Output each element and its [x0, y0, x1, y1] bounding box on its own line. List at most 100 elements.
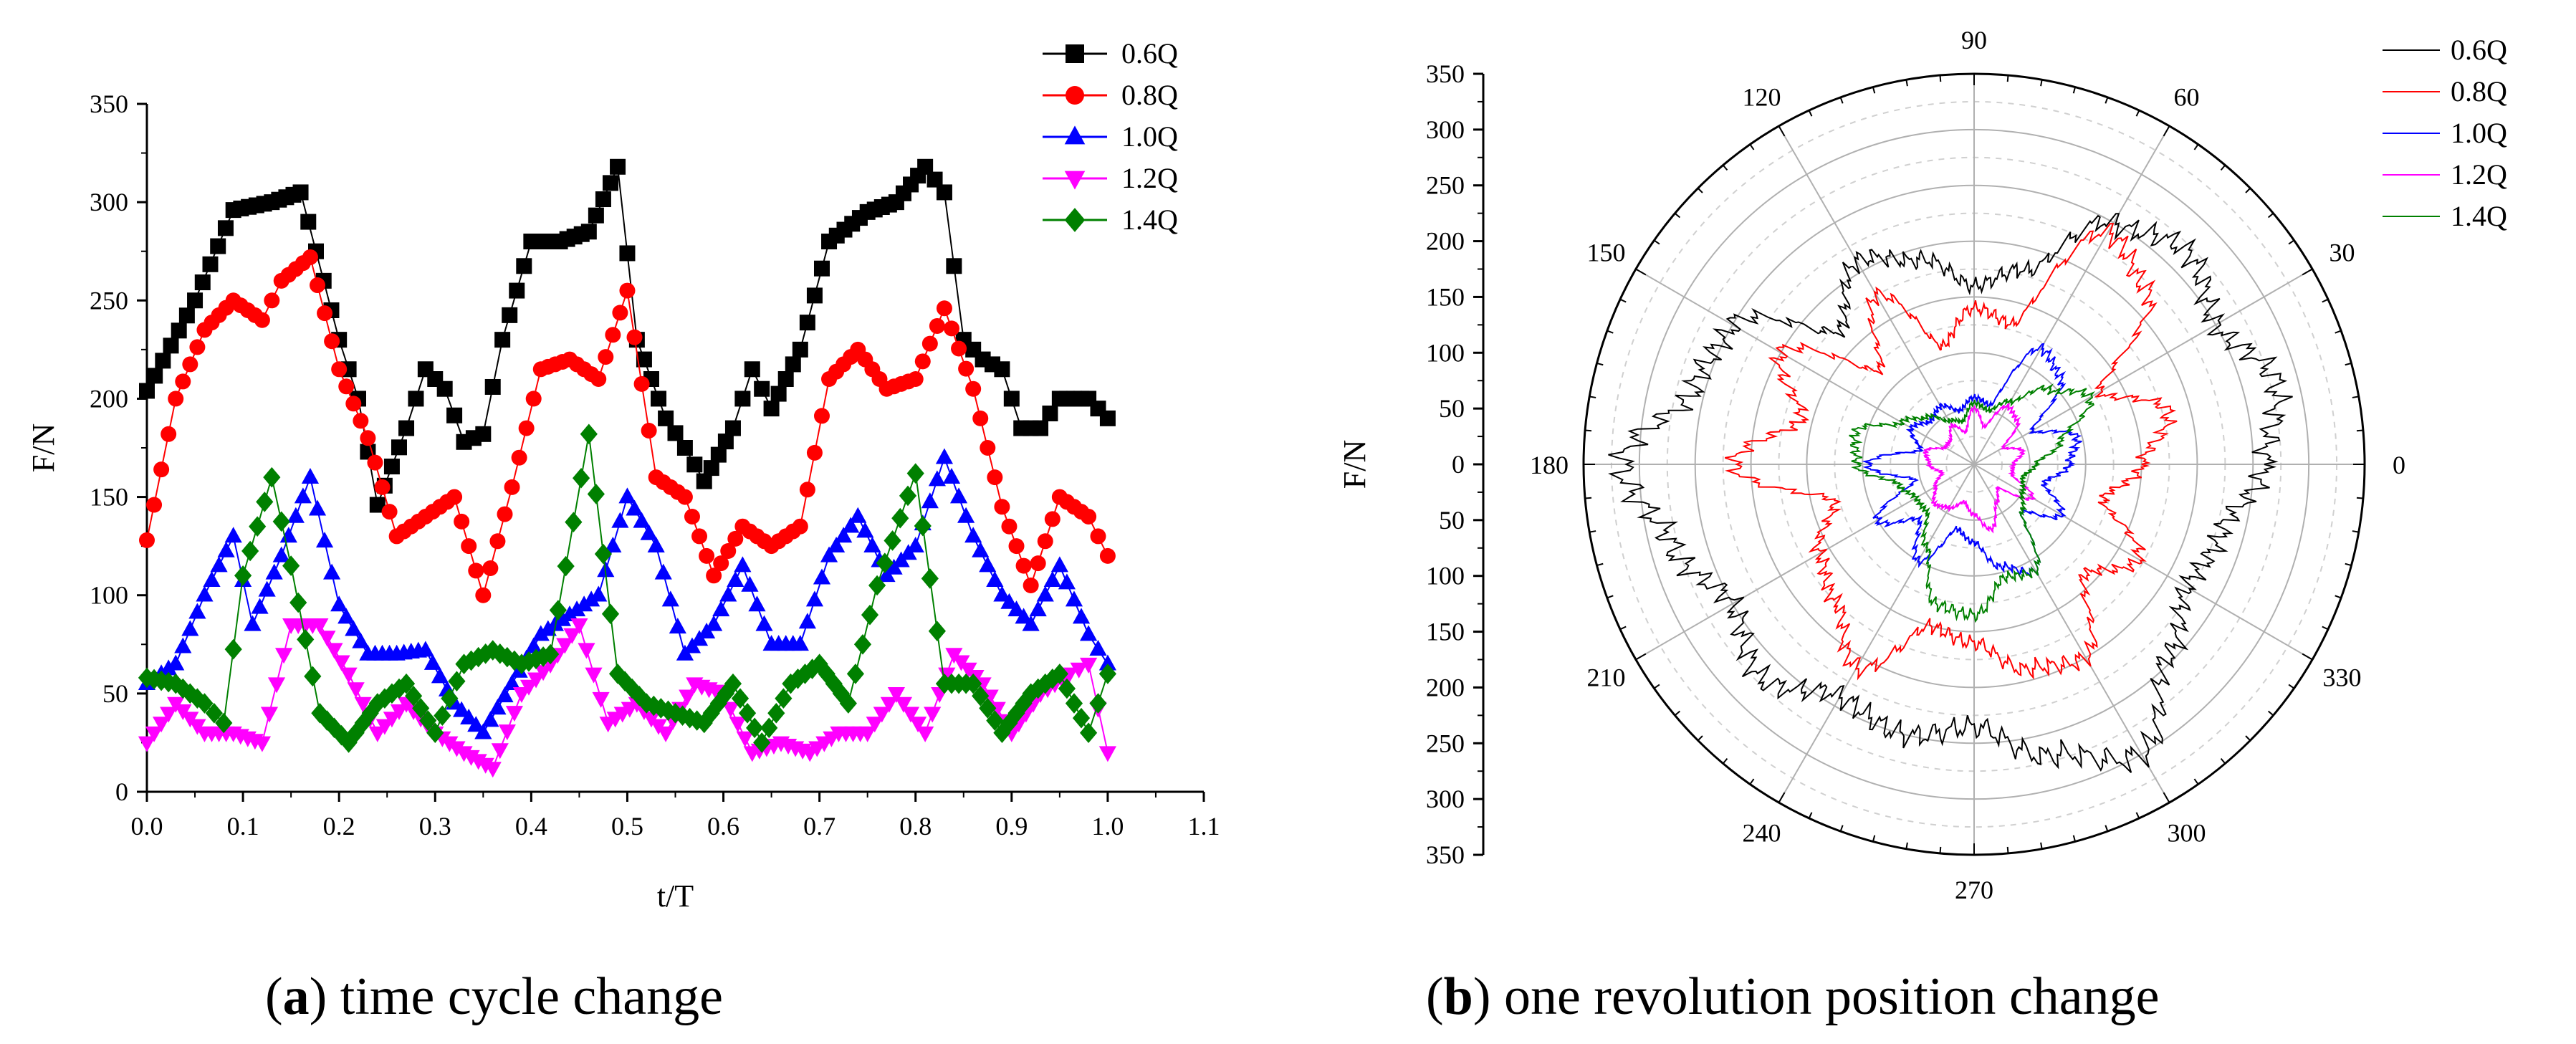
data-point [641, 423, 657, 439]
data-point [196, 585, 214, 602]
data-point [217, 220, 234, 236]
data-point [1023, 578, 1039, 593]
data-point [727, 570, 744, 587]
chart-a-time-cycle: 0.0 0.1 0.2 0.3 0.4 0.5 0.6 0.7 0.8 0.9 1.0 1.1 0 50 1… [26, 37, 1220, 914]
data-point [408, 391, 424, 407]
legend-label: 0.6Q [2451, 34, 2507, 66]
data-point [1098, 654, 1117, 671]
data-point [304, 666, 322, 687]
data-point [560, 605, 579, 621]
data-point [224, 527, 242, 543]
r-tick-label: 100 [1426, 338, 1465, 367]
data-point [498, 646, 516, 668]
data-point [656, 726, 675, 742]
angle-tick [2245, 735, 2251, 742]
data-point [927, 171, 943, 188]
data-point [748, 595, 766, 612]
data-point [949, 487, 968, 504]
data-point [884, 530, 901, 551]
angle-tick [2356, 497, 2364, 499]
angle-tick [2267, 710, 2274, 717]
data-point [217, 541, 235, 557]
data-point [691, 528, 708, 545]
series-1.4Q [138, 423, 1117, 753]
data-point [986, 570, 1004, 587]
data-point [448, 671, 466, 692]
data-point [849, 507, 867, 523]
data-point [491, 743, 509, 760]
angle-tick [1905, 80, 1908, 87]
data-point [667, 425, 684, 441]
angle-tick [2335, 330, 2342, 334]
data-point [863, 536, 881, 552]
data-point [174, 637, 192, 653]
data-point [323, 563, 341, 580]
data-point [1029, 600, 1047, 617]
data-point [1001, 518, 1018, 535]
data-point [525, 391, 542, 407]
data-point [332, 655, 350, 671]
data-point [705, 615, 723, 631]
angle-tick [2193, 143, 2199, 150]
grid-spoke [1973, 464, 2170, 803]
series-line [146, 623, 1109, 770]
legend-entry: 1.4Q [1043, 203, 1178, 236]
data-point [160, 707, 178, 723]
y-tick-label: 300 [90, 188, 128, 216]
data-point [1089, 693, 1107, 714]
data-point [139, 532, 155, 548]
x-tick-label: 0.2 [323, 812, 355, 841]
data-point [601, 603, 620, 625]
data-point [434, 705, 451, 727]
data-point [645, 695, 663, 717]
grid-spoke [1778, 464, 1975, 803]
data-point [147, 368, 163, 384]
angle-tick-label: 210 [1586, 664, 1625, 692]
angle-tick [2288, 684, 2295, 689]
data-point [842, 517, 860, 533]
data-point [839, 693, 857, 714]
data-point [924, 707, 942, 723]
data-point [763, 401, 780, 417]
data-point [679, 689, 696, 706]
data-point [1065, 693, 1083, 714]
data-point [482, 711, 499, 727]
data-point [512, 687, 531, 704]
caption-b: (b) one revolution position change [1426, 967, 2159, 1026]
data-point [194, 274, 211, 291]
data-point [181, 683, 199, 704]
data-point [535, 646, 552, 667]
data-point [853, 633, 872, 655]
data-point [310, 277, 326, 294]
x-tick-label: 0.3 [419, 812, 451, 841]
data-point [1072, 707, 1091, 729]
data-point [1008, 538, 1025, 555]
legend-entry: 0.6Q [1043, 37, 1178, 70]
data-point [249, 516, 267, 537]
data-point [594, 543, 613, 565]
data-point [383, 459, 400, 475]
data-point [753, 732, 771, 753]
data-point [979, 698, 997, 719]
data-point [636, 351, 652, 368]
r-tick-label: 250 [1426, 729, 1465, 757]
data-point [484, 378, 501, 395]
angle-tick [2163, 792, 2170, 803]
data-point [792, 518, 808, 535]
data-point [368, 693, 386, 714]
series-1.0Q [138, 448, 1117, 739]
data-point [297, 629, 315, 650]
data-point [929, 317, 945, 334]
data-point [1098, 746, 1117, 762]
angle-tick [2322, 298, 2329, 303]
data-point [972, 685, 990, 707]
data-point [549, 600, 568, 621]
legend-label: 1.2Q [1121, 162, 1178, 194]
grid-spoke [1973, 464, 2313, 661]
x-tick-label: 0.4 [515, 812, 547, 841]
data-point [585, 667, 603, 684]
data-point [171, 322, 187, 339]
data-point [813, 260, 830, 277]
data-point [906, 536, 924, 552]
series-line [146, 256, 1109, 598]
